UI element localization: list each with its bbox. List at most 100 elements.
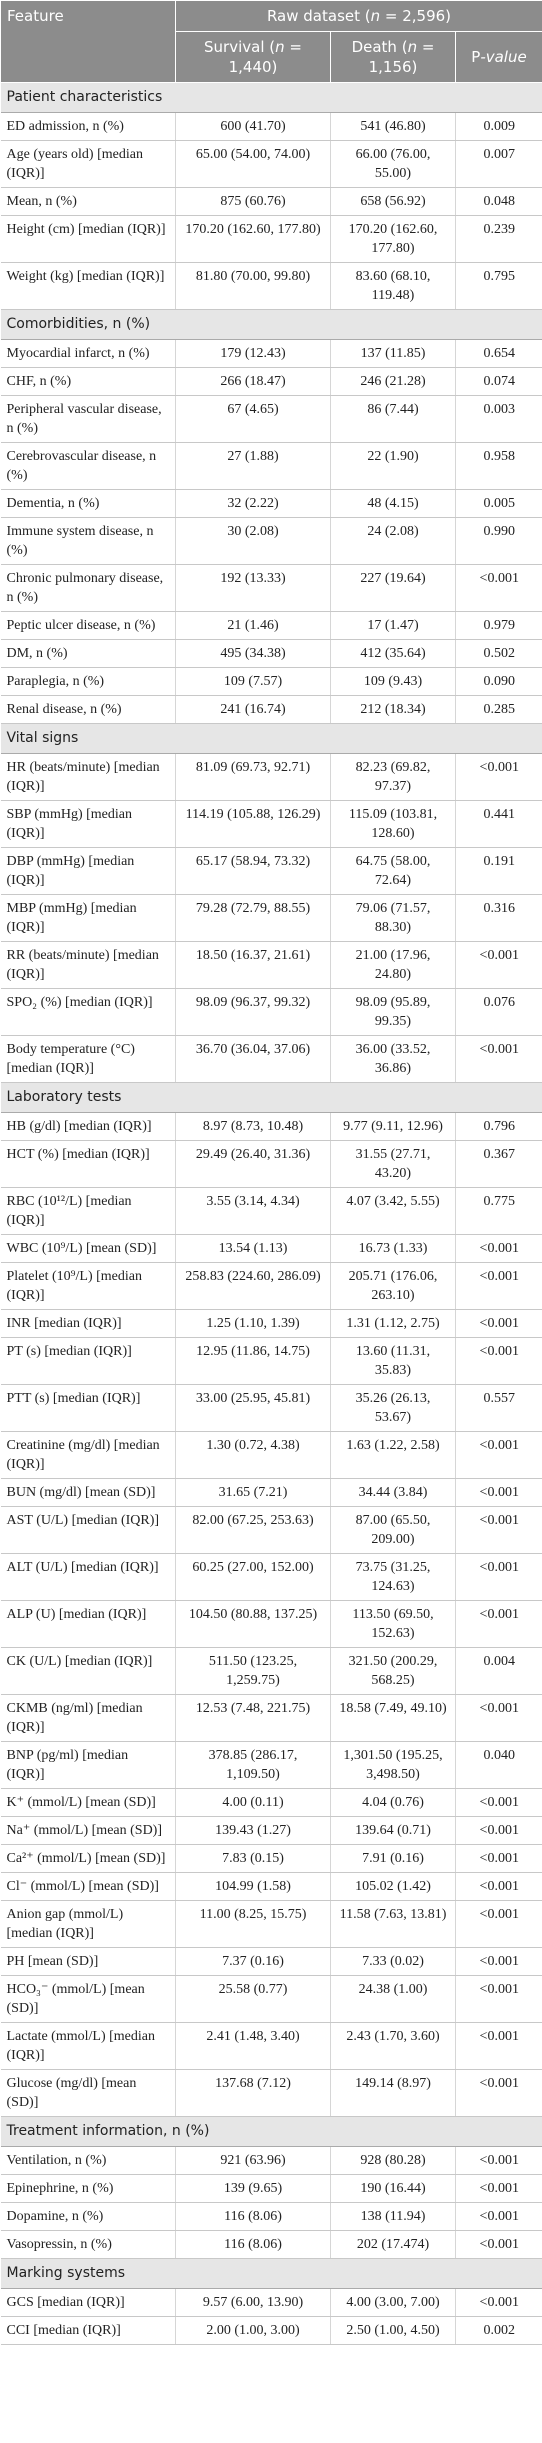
p-value-cell: <0.001 <box>454 1553 542 1601</box>
p-value-cell: 0.003 <box>454 395 542 443</box>
data-row: Lactate (mmol/L) [median (IQR)] 2.41 (1.4… <box>0 2022 542 2070</box>
survival-cell: 104.50 (80.88, 137.25) <box>175 1600 331 1648</box>
header-text: Death ( <box>351 38 408 56</box>
data-row: Peptic ulcer disease, n (%) 21 (1.46) 17 (… <box>0 611 542 640</box>
header-row: Survival (n = 1,440) Death (n = 1,156) P… <box>1 31 542 83</box>
feature-cell: PT (s) [median (IQR)] <box>0 1337 176 1385</box>
death-cell: 138 (11.94) <box>330 2202 456 2231</box>
data-row: Ventilation, n (%) 921 (63.96) 928 (80.28)… <box>0 2146 542 2175</box>
p-value-cell: <0.001 <box>454 1506 542 1554</box>
feature-cell: Vasopressin, n (%) <box>0 2230 176 2259</box>
p-value-cell: 0.441 <box>454 800 542 848</box>
p-value-cell: 0.239 <box>454 215 542 263</box>
death-cell: 1.31 (1.12, 2.75) <box>330 1309 456 1338</box>
data-row: INR [median (IQR)] 1.25 (1.10, 1.39) 1.31 … <box>0 1309 542 1338</box>
feature-cell: Age (years old) [median (IQR)] <box>0 140 176 188</box>
feature-cell: Weight (kg) [median (IQR)] <box>0 262 176 310</box>
feature-cell: CKMB (ng/ml) [median (IQR)] <box>0 1694 176 1742</box>
p-value-cell: 0.502 <box>454 639 542 668</box>
data-row: ALT (U/L) [median (IQR)] 60.25 (27.00, 15… <box>0 1553 542 1601</box>
data-row: PT (s) [median (IQR)] 12.95 (11.86, 14.75… <box>0 1337 542 1385</box>
death-cell: 79.06 (71.57, 88.30) <box>330 894 456 942</box>
death-cell: 202 (17.474) <box>330 2230 456 2259</box>
death-cell: 9.77 (9.11, 12.96) <box>330 1112 456 1141</box>
death-cell: 83.60 (68.10, 119.48) <box>330 262 456 310</box>
death-cell: 66.00 (76.00, 55.00) <box>330 140 456 188</box>
p-value-cell: 0.796 <box>454 1112 542 1141</box>
feature-cell: MBP (mmHg) [median (IQR)] <box>0 894 176 942</box>
feature-cell: Anion gap (mmol/L) [median (IQR)] <box>0 1900 176 1948</box>
survival-cell: 2.41 (1.48, 3.40) <box>175 2022 331 2070</box>
survival-cell: 12.53 (7.48, 221.75) <box>175 1694 331 1742</box>
header-text: Survival ( <box>204 38 276 56</box>
header-text: n <box>370 7 381 25</box>
death-cell: 2.50 (1.00, 4.50) <box>330 2316 456 2345</box>
survival-cell: 12.95 (11.86, 14.75) <box>175 1337 331 1385</box>
death-cell: 109 (9.43) <box>330 667 456 696</box>
feature-cell: Cl⁻ (mmol/L) [mean (SD)] <box>0 1872 176 1901</box>
data-row: HR (beats/minute) [median (IQR)] 81.09 (6… <box>0 753 542 801</box>
death-cell: 98.09 (95.89, 99.35) <box>330 988 456 1036</box>
death-cell: 31.55 (27.71, 43.20) <box>330 1140 456 1188</box>
survival-cell: 11.00 (8.25, 15.75) <box>175 1900 331 1948</box>
feature-cell: Body temperature (°C) [median (IQR)] <box>0 1035 176 1083</box>
survival-cell: 32 (2.22) <box>175 489 331 518</box>
survival-cell: 67 (4.65) <box>175 395 331 443</box>
feature-cell: Creatinine (mg/dl) [median (IQR)] <box>0 1431 176 1479</box>
survival-cell: 65.17 (58.94, 73.32) <box>175 847 331 895</box>
feature-cell: Peripheral vascular disease, n (%) <box>0 395 176 443</box>
feature-cell: HCT (%) [median (IQR)] <box>0 1140 176 1188</box>
header-cell: Death (n = 1,156) <box>330 31 456 83</box>
death-cell: 21.00 (17.96, 24.80) <box>330 941 456 989</box>
data-row: CHF, n (%) 266 (18.47) 246 (21.28) 0.074 <box>0 367 542 396</box>
p-value-cell: <0.001 <box>454 1947 542 1976</box>
survival-cell: 81.09 (69.73, 92.71) <box>175 753 331 801</box>
death-cell: 321.50 (200.29, 568.25) <box>330 1647 456 1695</box>
section-row: Vital signs <box>0 723 542 754</box>
survival-cell: 139 (9.65) <box>175 2174 331 2203</box>
death-cell: 2.43 (1.70, 3.60) <box>330 2022 456 2070</box>
feature-cell: Epinephrine, n (%) <box>0 2174 176 2203</box>
survival-cell: 921 (63.96) <box>175 2146 331 2175</box>
death-cell: 205.71 (176.06, 263.10) <box>330 1262 456 1310</box>
feature-cell: CCI [median (IQR)] <box>0 2316 176 2345</box>
survival-cell: 21 (1.46) <box>175 611 331 640</box>
survival-cell: 378.85 (286.17, 1,109.50) <box>175 1741 331 1789</box>
feature-cell: HR (beats/minute) [median (IQR)] <box>0 753 176 801</box>
feature-cell: CHF, n (%) <box>0 367 176 396</box>
p-value-cell: <0.001 <box>454 2230 542 2259</box>
survival-cell: 31.65 (7.21) <box>175 1478 331 1507</box>
data-row: Height (cm) [median (IQR)] 170.20 (162.60… <box>0 215 542 263</box>
data-row: Vasopressin, n (%) 116 (8.06) 202 (17.474)… <box>0 2230 542 2259</box>
p-value-cell: <0.001 <box>454 1478 542 1507</box>
section-title: Comorbidities, n (%) <box>0 309 542 340</box>
p-value-cell: <0.001 <box>454 941 542 989</box>
data-row: Creatinine (mg/dl) [median (IQR)] 1.30 (0… <box>0 1431 542 1479</box>
feature-cell: ALP (U) [median (IQR)] <box>0 1600 176 1648</box>
table-body: Patient characteristics ED admission, n (… <box>0 82 542 2345</box>
feature-cell: PH [mean (SD)] <box>0 1947 176 1976</box>
header-cell: Survival (n = 1,440) <box>175 31 331 83</box>
survival-cell: 8.97 (8.73, 10.48) <box>175 1112 331 1141</box>
survival-cell: 192 (13.33) <box>175 564 331 612</box>
data-row: BNP (pg/ml) [median (IQR)] 378.85 (286.17… <box>0 1741 542 1789</box>
survival-cell: 30 (2.08) <box>175 517 331 565</box>
header-cell: Raw dataset (n = 2,596) <box>174 0 542 32</box>
p-value-cell: 0.005 <box>454 489 542 518</box>
p-value-cell: <0.001 <box>454 1035 542 1083</box>
data-row: Anion gap (mmol/L) [median (IQR)] 11.00 (… <box>0 1900 542 1948</box>
survival-cell: 109 (7.57) <box>175 667 331 696</box>
survival-cell: 600 (41.70) <box>175 112 331 141</box>
feature-cell: WBC (10⁹/L) [mean (SD)] <box>0 1234 176 1263</box>
death-cell: 24 (2.08) <box>330 517 456 565</box>
p-value-cell: <0.001 <box>454 2288 542 2317</box>
death-cell: 17 (1.47) <box>330 611 456 640</box>
feature-cell: Chronic pulmonary disease, n (%) <box>0 564 176 612</box>
p-value-cell: 0.367 <box>454 1140 542 1188</box>
death-cell: 149.14 (8.97) <box>330 2069 456 2117</box>
data-row: Cerebrovascular disease, n (%) 27 (1.88) 2… <box>0 442 542 490</box>
table-header: Feature Raw dataset (n = 2,596) Survival… <box>0 0 542 83</box>
data-row: HCO₃⁻ (mmol/L) [mean (SD)] 25.58 (0.77) 24… <box>0 1975 542 2023</box>
p-value-cell: 0.316 <box>454 894 542 942</box>
feature-cell: DM, n (%) <box>0 639 176 668</box>
